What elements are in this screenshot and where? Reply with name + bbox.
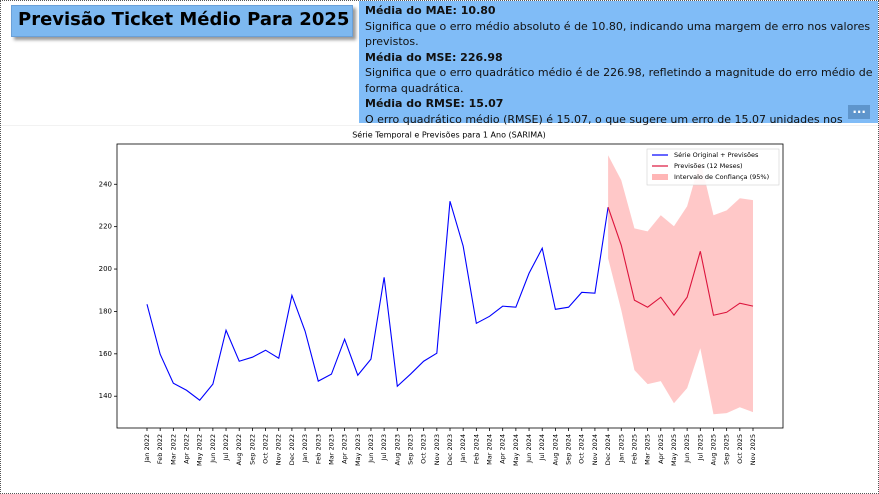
x-tick-label: Feb 2024	[472, 434, 480, 464]
page-title: Previsão Ticket Médio Para 2025	[18, 9, 350, 30]
x-tick-label: Apr 2023	[341, 434, 349, 464]
y-tick-label: 160	[99, 350, 112, 358]
confidence-band	[608, 155, 753, 415]
y-tick-label: 180	[99, 307, 112, 315]
x-tick-label: Oct 2024	[578, 434, 586, 464]
x-tick-label: Apr 2022	[183, 434, 191, 464]
x-tick-label: Sep 2023	[406, 434, 414, 465]
y-tick-label: 200	[99, 265, 112, 273]
x-tick-label: Jan 2024	[459, 434, 467, 464]
x-tick-label: Mar 2023	[327, 434, 335, 465]
metric-label: Média do RMSE: 15.07	[365, 97, 504, 110]
x-tick-label: Sep 2025	[723, 434, 731, 465]
x-tick-label: Jul 2022	[222, 434, 230, 461]
metrics-card: Média do MAE: 10.80 Significa que o erro …	[359, 1, 878, 157]
chart-container: Série Temporal e Previsões para 1 Ano (S…	[1, 124, 878, 475]
metric-label: Média do MSE: 226.98	[365, 50, 503, 64]
line-series	[146, 201, 609, 401]
legend-swatch	[652, 174, 668, 180]
x-tick-label: Sep 2022	[248, 434, 256, 465]
x-tick-label: May 2025	[670, 434, 678, 466]
y-tick-label: 220	[99, 223, 112, 231]
y-tick-label: 240	[99, 180, 112, 188]
legend-box	[646, 148, 780, 186]
x-tick-label: Jul 2024	[538, 434, 546, 461]
x-tick-label: Jul 2023	[380, 434, 388, 461]
x-tick-label: Dec 2023	[446, 434, 454, 465]
chart: Série Temporal e Previsões para 1 Ano (S…	[1, 124, 878, 471]
x-tick-label: Dec 2022	[288, 434, 296, 465]
metric-text: Significa que o erro quadrático médio é …	[365, 66, 873, 95]
x-tick-label: Nov 2023	[433, 434, 441, 465]
legend-label: Intervalo de Confiança (95%)	[674, 173, 769, 181]
x-tick-label: Aug 2022	[235, 434, 243, 465]
x-tick-label: Mar 2024	[486, 434, 494, 465]
chart-title: Série Temporal e Previsões para 1 Ano (S…	[352, 130, 546, 140]
legend-label: Série Original + Previsões	[674, 151, 759, 159]
x-tick-label: Aug 2023	[393, 434, 401, 465]
x-tick-label: Mar 2022	[169, 434, 177, 465]
x-tick-label: Mar 2025	[644, 434, 652, 465]
metric: Média do MSE: 226.98 Significa que o erro…	[365, 50, 873, 97]
x-tick-label: Jan 2022	[143, 434, 151, 464]
x-tick-label: Apr 2024	[499, 434, 507, 464]
metric-label: Média do MAE: 10.80	[365, 4, 496, 17]
x-tick-label: Aug 2025	[709, 434, 717, 465]
title-box: Previsão Ticket Médio Para 2025	[11, 5, 353, 37]
x-tick-label: Jun 2023	[367, 434, 375, 464]
x-tick-label: Feb 2025	[630, 434, 638, 464]
x-tick-label: Feb 2022	[156, 434, 164, 464]
x-tick-label: Apr 2025	[657, 434, 665, 464]
x-tick-label: May 2022	[196, 434, 204, 466]
x-tick-label: Nov 2025	[749, 434, 757, 465]
x-tick-label: May 2023	[354, 434, 362, 466]
x-tick-label: Nov 2024	[591, 434, 599, 465]
x-tick-label: Jan 2023	[301, 434, 309, 464]
more-options[interactable]: ···	[848, 105, 870, 119]
line-series	[607, 206, 754, 317]
legend-label: Previsões (12 Meses)	[674, 162, 743, 170]
x-tick-label: Sep 2024	[565, 434, 573, 465]
x-tick-label: Feb 2023	[314, 434, 322, 464]
x-tick-label: Jan 2025	[617, 434, 625, 464]
x-tick-label: Oct 2022	[262, 434, 270, 464]
x-tick-label: Jun 2024	[525, 434, 533, 464]
x-tick-label: Jun 2025	[683, 434, 691, 464]
y-tick-label: 140	[99, 392, 112, 400]
x-tick-label: Jun 2022	[209, 434, 217, 464]
x-tick-label: Oct 2025	[736, 434, 744, 464]
x-tick-label: Oct 2023	[420, 434, 428, 464]
x-tick-label: Nov 2022	[275, 434, 283, 465]
x-tick-label: Dec 2024	[604, 434, 612, 465]
x-tick-label: May 2024	[512, 434, 520, 466]
x-tick-label: Aug 2024	[551, 434, 559, 465]
metric: Média do MAE: 10.80 Significa que o erro …	[365, 3, 873, 50]
x-tick-label: Jul 2025	[696, 434, 704, 461]
metric-text: Significa que o erro médio absoluto é de…	[365, 19, 871, 49]
